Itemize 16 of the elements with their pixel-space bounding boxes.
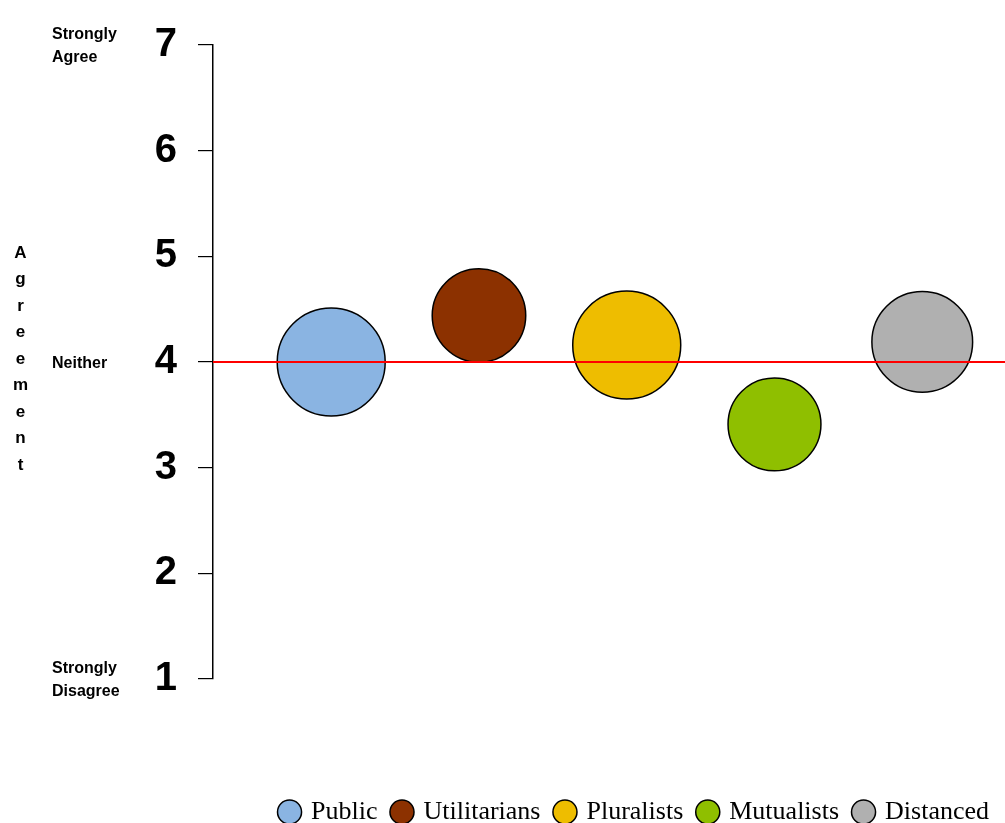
legend-label: Public xyxy=(311,795,378,823)
text: Agreement xyxy=(11,242,30,482)
text: Strongly Agree xyxy=(52,24,118,67)
y-tick-label: 5 xyxy=(154,231,177,276)
legend-label: Distanced xyxy=(885,795,990,823)
y-tick-label: 2 xyxy=(154,548,177,593)
y-tick-label: 1 xyxy=(154,654,177,699)
legend-label: Pluralists xyxy=(586,795,684,823)
text: Strongly Disagree xyxy=(52,658,121,701)
y-tick-label: 7 xyxy=(154,20,177,65)
y-tick-label: 4 xyxy=(154,337,178,382)
legend-label: Utilitarians xyxy=(423,795,541,823)
y-tick-label: 3 xyxy=(154,442,177,487)
text: Neither xyxy=(52,352,109,373)
y-tick-label: 6 xyxy=(154,125,177,170)
legend-label: Mutualists xyxy=(729,795,840,823)
